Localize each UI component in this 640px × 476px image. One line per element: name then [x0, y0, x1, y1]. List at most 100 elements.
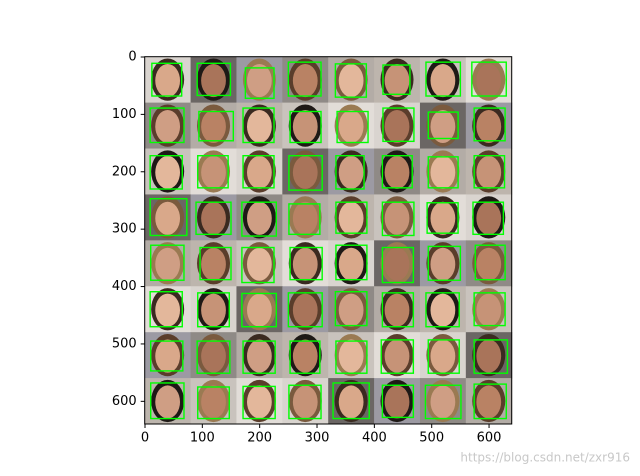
photo-face	[292, 247, 318, 281]
photo-face	[247, 247, 272, 281]
photo-face	[155, 247, 181, 281]
photo-face	[155, 155, 181, 189]
photo-face	[201, 339, 226, 373]
photo-face	[201, 293, 226, 327]
photo-face	[201, 155, 226, 189]
face-box	[471, 61, 507, 97]
photo-face	[247, 64, 272, 98]
x-tick-label: 300	[305, 431, 330, 446]
y-tick-label: 300	[112, 222, 137, 237]
photo-face	[247, 201, 272, 235]
face-box	[425, 292, 460, 328]
face-box	[380, 339, 415, 374]
face-box	[427, 245, 462, 281]
photo-face	[476, 293, 502, 327]
face-box	[335, 340, 368, 374]
face-box	[382, 107, 415, 143]
photo-face	[338, 201, 364, 235]
photo-face	[155, 385, 181, 419]
face-box	[427, 339, 460, 374]
face-box	[289, 110, 322, 144]
face-box	[241, 292, 278, 328]
photo-face	[476, 339, 502, 373]
photo-face	[201, 385, 226, 419]
photo-face	[384, 201, 410, 235]
face-box	[427, 111, 459, 140]
face-box	[288, 203, 321, 236]
face-box	[150, 244, 185, 281]
photo-face	[384, 155, 410, 189]
face-box	[381, 292, 415, 328]
photo-face	[430, 109, 456, 144]
face-box	[334, 291, 368, 327]
photo-face	[155, 201, 181, 235]
face-box	[242, 107, 275, 144]
face-box	[381, 154, 413, 189]
face-box	[242, 340, 276, 374]
photo-face	[384, 339, 410, 373]
face-box	[381, 384, 415, 419]
x-tick-label: 0	[141, 431, 149, 446]
face-box	[287, 61, 322, 97]
face-box	[242, 385, 276, 420]
face-box	[242, 154, 275, 189]
photo-face	[155, 109, 181, 144]
x-tick-label: 200	[247, 431, 272, 446]
y-tick-label: 600	[112, 394, 137, 409]
photo-face	[430, 293, 456, 327]
face-box	[195, 201, 232, 236]
face-box	[197, 292, 230, 328]
photo-face	[338, 293, 364, 327]
face-box	[197, 154, 229, 189]
x-tick-label: 500	[419, 431, 444, 446]
face-box	[473, 154, 506, 189]
photo-face	[247, 109, 272, 144]
photo-face	[384, 385, 410, 419]
x-tick-label: 100	[190, 431, 215, 446]
face-box	[472, 201, 505, 236]
face-box	[241, 246, 275, 284]
face-box	[335, 201, 368, 234]
photo-face	[338, 339, 364, 373]
face-box	[381, 246, 415, 284]
photo-face	[201, 109, 226, 144]
face-box	[473, 107, 506, 142]
face-box	[382, 64, 411, 95]
face-box	[335, 244, 368, 281]
photo-face	[430, 155, 456, 189]
photo-face	[384, 293, 410, 327]
photo-face	[292, 385, 318, 419]
photo-face	[155, 64, 181, 98]
face-box	[473, 339, 509, 374]
photo-face	[476, 155, 502, 189]
face-box	[149, 198, 188, 237]
axes-frame	[144, 56, 513, 425]
face-box	[426, 202, 459, 234]
photo-face	[292, 339, 318, 373]
y-tick-label: 400	[112, 279, 137, 294]
face-box	[150, 340, 184, 372]
photo-face	[247, 385, 272, 419]
photo-face	[384, 109, 410, 144]
face-box	[332, 382, 370, 420]
face-box	[196, 62, 232, 97]
photo-face	[384, 247, 410, 281]
face-box	[473, 383, 507, 420]
face-box	[149, 154, 183, 190]
face-box	[199, 246, 232, 281]
photo-face	[155, 293, 181, 327]
face-box	[149, 291, 183, 328]
face-box	[427, 156, 459, 189]
y-tick-label: 200	[112, 164, 137, 179]
face-box	[424, 384, 462, 420]
face-box	[335, 154, 365, 190]
photo-face	[430, 201, 456, 235]
y-tick-label: 500	[112, 336, 137, 351]
face-box	[149, 107, 185, 144]
x-tick-label: 400	[362, 431, 387, 446]
photo-face	[201, 64, 226, 98]
photo-face	[247, 293, 272, 327]
photo-face	[338, 109, 364, 144]
face-box	[289, 340, 321, 374]
